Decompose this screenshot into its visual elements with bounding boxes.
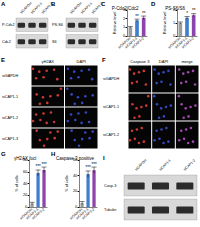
svg-text:siCAP1-1: siCAP1-1 (75, 207, 90, 221)
svg-text:siCAP1-1: siCAP1-1 (174, 36, 189, 50)
svg-text:Casp-3: Casp-3 (104, 184, 116, 188)
svg-text:siCAP1-1: siCAP1-1 (158, 158, 171, 171)
svg-text:siCAP1-1: siCAP1-1 (79, 1, 94, 15)
svg-text:Relative level: Relative level (113, 12, 117, 35)
svg-text:Caspase 3 positive: Caspase 3 positive (56, 156, 95, 161)
svg-text:Relative level: Relative level (163, 12, 167, 35)
svg-text:siCAP1-2: siCAP1-2 (131, 36, 145, 49)
svg-text:siCAP1-2: siCAP1-2 (31, 207, 45, 220)
svg-text:DAPI: DAPI (159, 59, 168, 64)
svg-text:siCAP1-1: siCAP1-1 (103, 105, 119, 109)
svg-text:60: 60 (23, 170, 27, 174)
svg-text:% of cells: % of cells (65, 175, 69, 191)
svg-text:siCAP1-2: siCAP1-2 (40, 1, 54, 15)
svg-text:siCAP1-2: siCAP1-2 (2, 116, 18, 120)
svg-text:F: F (102, 57, 106, 63)
svg-text:**: ** (135, 14, 139, 19)
svg-text:PS-S6/S6: PS-S6/S6 (165, 6, 185, 11)
svg-text:siGAPDH: siGAPDH (69, 207, 84, 221)
svg-text:siGAPDH: siGAPDH (69, 1, 83, 15)
svg-text:siGAPDH: siGAPDH (19, 1, 33, 15)
svg-text:% of cells: % of cells (15, 175, 19, 191)
svg-text:***: *** (91, 162, 97, 167)
svg-text:siGAPDH: siGAPDH (2, 74, 19, 78)
svg-text:siCAP1-2: siCAP1-2 (90, 1, 104, 15)
svg-text:merge: merge (181, 59, 193, 64)
svg-text:***: *** (85, 165, 91, 170)
svg-text:Caspase 3: Caspase 3 (130, 59, 150, 64)
svg-text:***: *** (41, 162, 47, 167)
svg-text:40: 40 (23, 182, 27, 186)
svg-text:P-Cdc2/Cdc2: P-Cdc2/Cdc2 (112, 6, 139, 11)
svg-text:20: 20 (23, 193, 27, 197)
svg-text:S6: S6 (52, 40, 57, 44)
svg-text:siCAP1-3: siCAP1-3 (2, 137, 18, 141)
svg-text:G: G (1, 151, 6, 157)
svg-text:A: A (1, 1, 6, 7)
svg-text:B: B (51, 1, 56, 7)
svg-text:DAPI: DAPI (77, 59, 86, 64)
svg-text:1: 1 (173, 21, 175, 25)
svg-text:1: 1 (123, 25, 125, 29)
svg-text:siGAPDH: siGAPDH (134, 158, 148, 172)
svg-text:siCAP1-1: siCAP1-1 (2, 95, 18, 99)
svg-text:γH2AX: γH2AX (42, 59, 55, 64)
svg-text:0: 0 (25, 205, 27, 209)
svg-text:PS-S6: PS-S6 (52, 23, 63, 27)
svg-text:**: ** (142, 11, 146, 16)
svg-text:***: *** (35, 164, 41, 169)
svg-text:**: ** (192, 8, 196, 13)
svg-text:40: 40 (73, 174, 77, 178)
svg-text:H: H (51, 151, 55, 157)
svg-text:20: 20 (73, 189, 77, 193)
svg-text:0: 0 (75, 205, 77, 209)
svg-text:P-Cdc2: P-Cdc2 (2, 23, 15, 27)
svg-text:siCAP1-1: siCAP1-1 (124, 36, 139, 50)
svg-text:siCAP1-1: siCAP1-1 (25, 207, 40, 221)
svg-text:siGAPDH: siGAPDH (19, 207, 34, 221)
svg-text:2: 2 (123, 17, 125, 21)
svg-text:0: 0 (173, 34, 175, 38)
svg-text:0: 0 (123, 34, 125, 38)
svg-text:I: I (103, 155, 105, 161)
svg-text:*: * (186, 11, 188, 16)
svg-text:Tubulin: Tubulin (104, 208, 116, 212)
svg-text:C: C (101, 1, 106, 7)
svg-text:D: D (151, 1, 156, 7)
svg-text:siGAPDH: siGAPDH (103, 77, 120, 81)
svg-text:siCAP1-1: siCAP1-1 (29, 1, 44, 15)
svg-text:γH2AX foci: γH2AX foci (14, 156, 36, 161)
svg-text:E: E (1, 57, 5, 63)
svg-text:siCAP1-2: siCAP1-2 (81, 207, 95, 220)
svg-text:siCAP1-2: siCAP1-2 (103, 133, 119, 137)
svg-text:siCAP1-2: siCAP1-2 (183, 158, 196, 171)
svg-text:Cdc2: Cdc2 (2, 40, 11, 44)
svg-text:siCAP1-2: siCAP1-2 (181, 36, 195, 49)
svg-text:siGAPDH: siGAPDH (117, 36, 132, 50)
svg-text:siGAPDH: siGAPDH (167, 36, 182, 50)
